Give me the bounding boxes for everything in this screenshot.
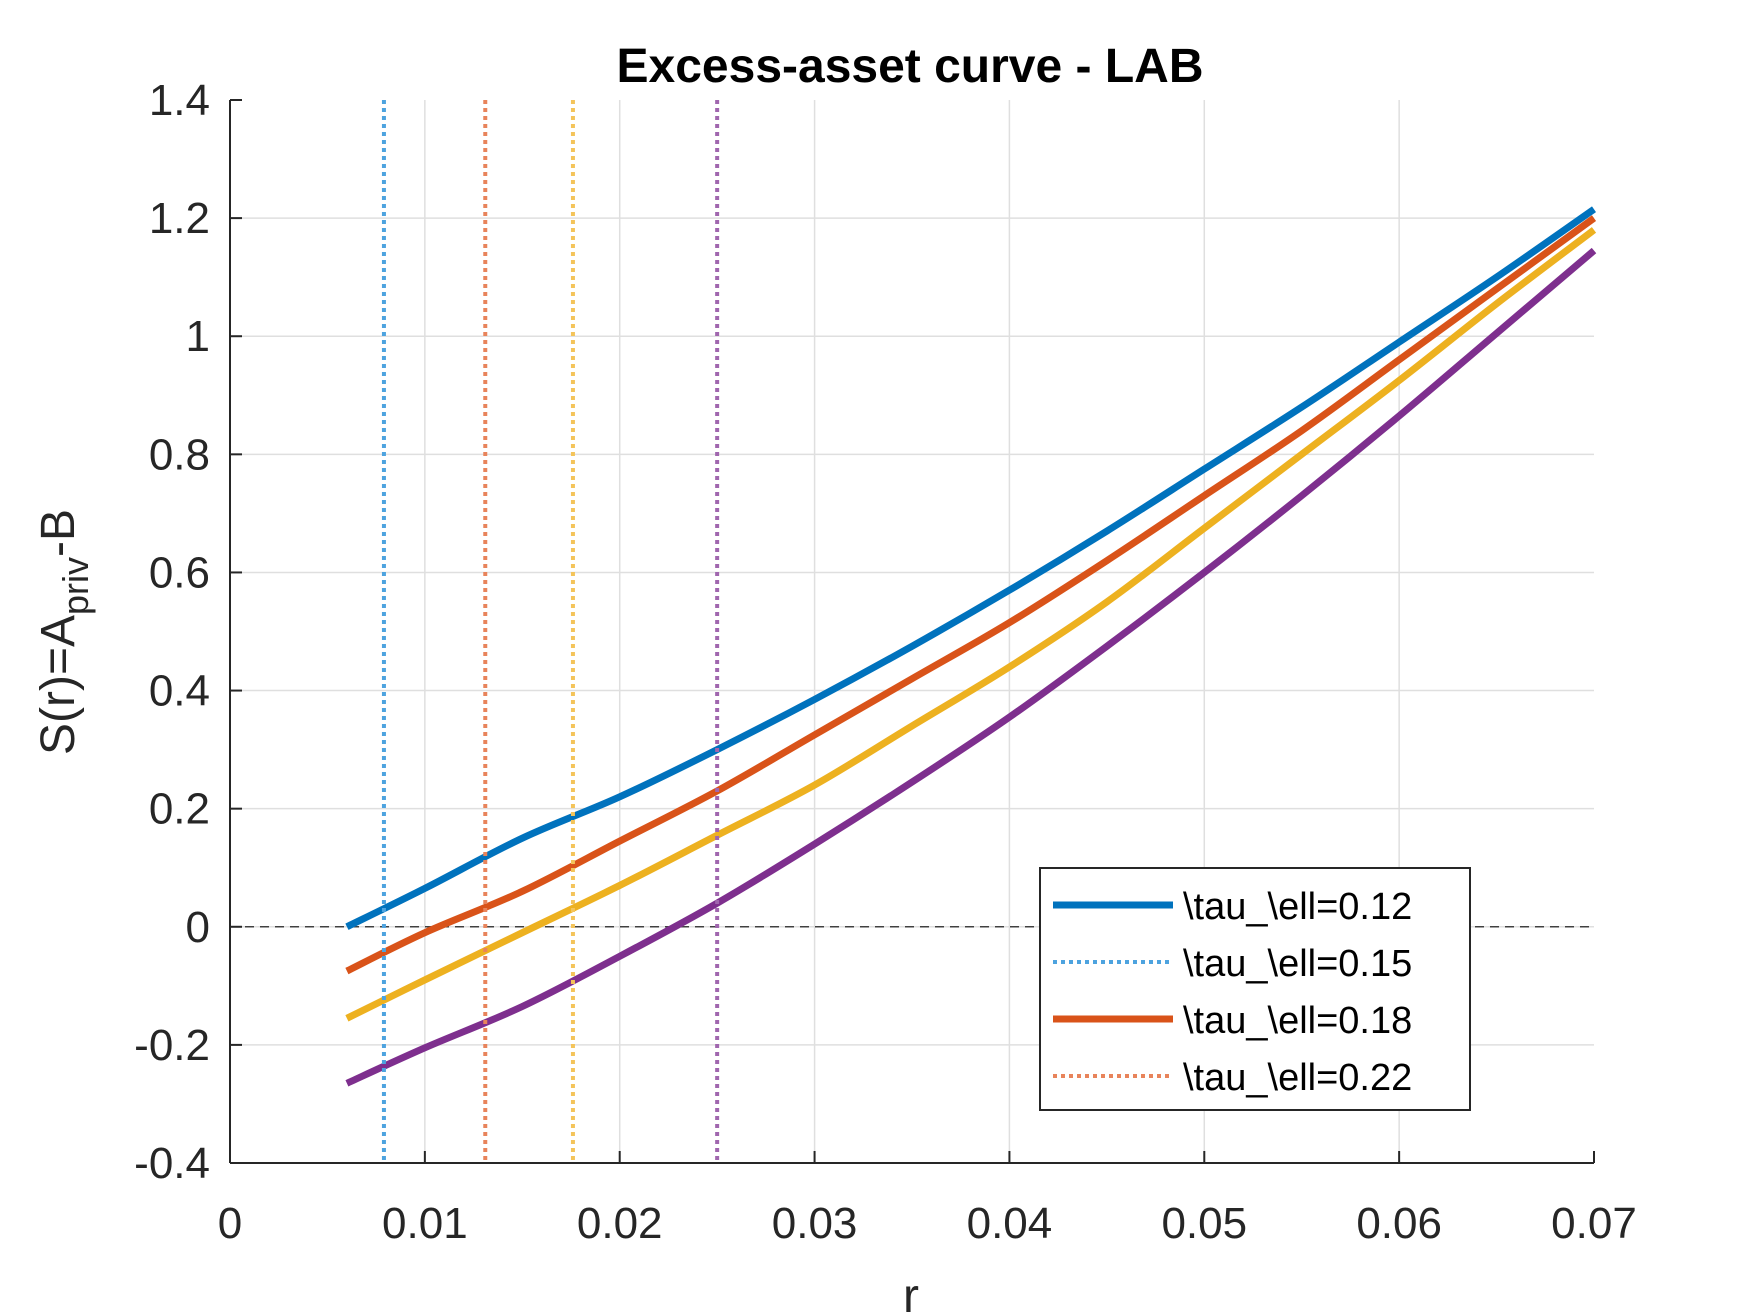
y-tick-label: 1.4 [149,76,210,125]
legend-label-2: \tau_\ell=0.15 [1183,943,1412,985]
vline-layer [381,100,720,1163]
series-layer [345,206,1597,1087]
x-tick-label: 0.04 [967,1199,1053,1248]
y-axis-label: S(r)=Apriv-B [32,509,96,755]
grid [230,100,1594,1163]
x-tick-label: 0.07 [1551,1199,1637,1248]
y-tick-label: 0.4 [149,667,210,716]
legend-label-3: \tau_\ell=0.18 [1183,1000,1412,1042]
x-axis-label: r [903,1270,919,1313]
chart-title: Excess-asset curve - LAB [617,40,1204,93]
series-line-1 [345,206,1597,930]
axes [229,99,1595,1164]
x-tick-label: 0.05 [1161,1199,1247,1248]
legend-label-1: \tau_\ell=0.12 [1183,886,1412,928]
y-tick-label: 1.2 [149,194,210,243]
y-tick-label: -0.4 [134,1139,210,1188]
series-line-4 [345,247,1597,1087]
x-tick-label: 0.06 [1356,1199,1442,1248]
y-axis-label-main: S(r)=A [32,615,85,755]
series-line-2 [345,215,1597,975]
x-tick-label: 0.02 [577,1199,663,1248]
x-tick-label: 0.03 [772,1199,858,1248]
legend-label-4: \tau_\ell=0.22 [1183,1057,1412,1099]
tick-labels: 0 0.01 0.02 0.03 0.04 0.05 0.06 0.07 -0.4 -0.2 0 0.… [134,76,1637,1248]
legend: \tau_\ell=0.12 \tau_\ell=0.15 \tau_\ell=0.… [1039,867,1471,1111]
y-tick-label: 0.6 [149,548,210,597]
y-tick-label: -0.2 [134,1021,210,1070]
y-axis-label-tail: -B [32,509,85,557]
series-line-3 [345,227,1597,1022]
x-tick-label: 0 [218,1199,242,1248]
y-tick-label: 0.2 [149,785,210,834]
y-axis-label-subscript: priv [55,557,96,615]
y-tick-label: 0.8 [149,430,210,479]
y-tick-label: 0 [186,903,210,952]
x-tick-label: 0.01 [382,1199,468,1248]
y-tick-label: 1 [186,312,210,361]
